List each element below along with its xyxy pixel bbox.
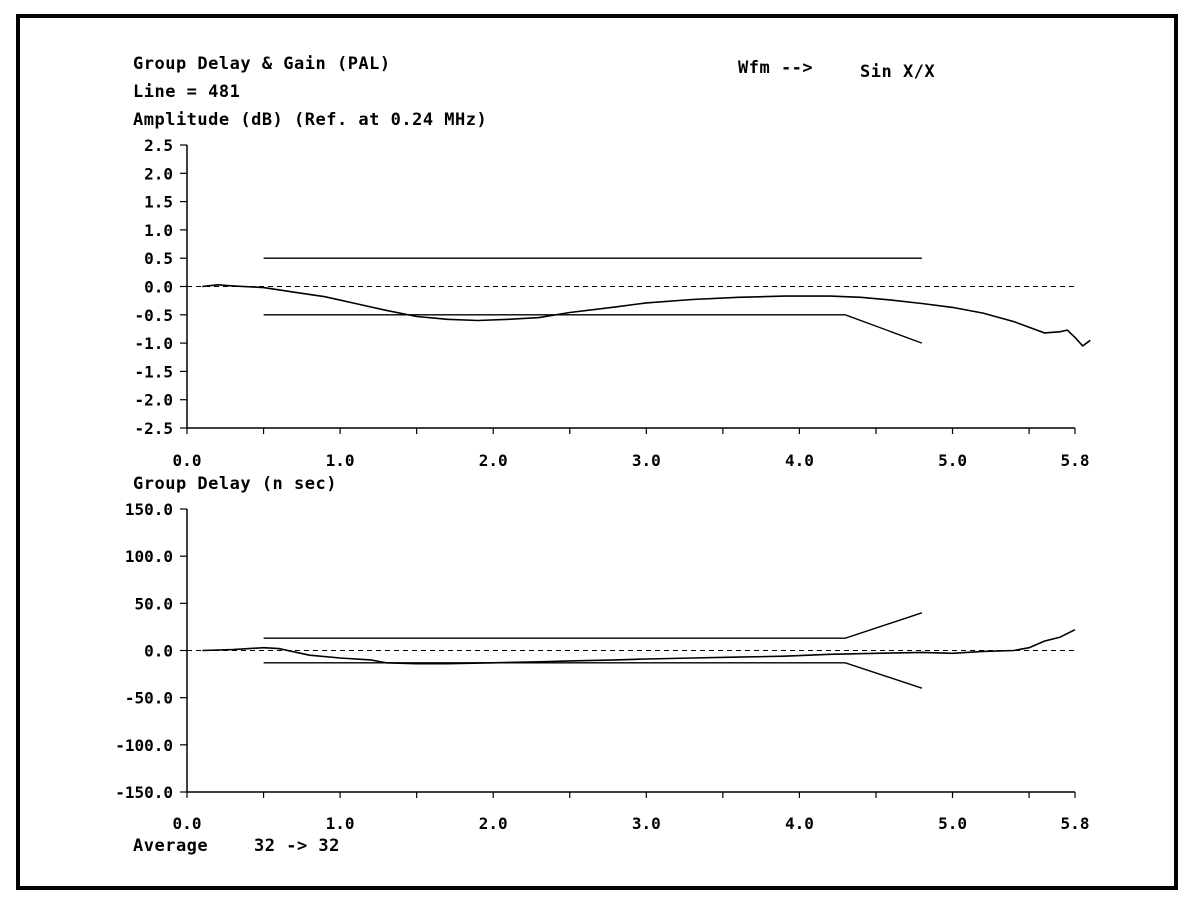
amplitude-y-tick-label: -0.5 (134, 306, 173, 325)
amplitude-axis-title: Amplitude (dB) (Ref. at 0.24 MHz) (133, 110, 488, 130)
amplitude-y-tick-label: 1.5 (144, 193, 173, 212)
amplitude-x-tick-label: 5.0 (938, 451, 967, 470)
average-value: 32 -> 32 (254, 836, 340, 856)
group-delay-y-tick-label: -150.0 (115, 783, 173, 802)
group-delay-x-tick-label: 0.0 (173, 814, 202, 833)
amplitude-y-tick-label: -2.0 (134, 391, 173, 410)
waveform-value: Sin X/X (860, 62, 936, 82)
waveform-label: Wfm --> (738, 58, 814, 78)
amplitude-y-tick-label: -1.5 (134, 362, 173, 381)
figure-frame (16, 14, 1178, 890)
amplitude-x-tick-label: 4.0 (785, 451, 814, 470)
group-delay-measured-line (202, 628, 1076, 665)
amplitude-x-tick-label: 1.0 (326, 451, 355, 470)
amplitude-x-tick-label: 3.0 (632, 451, 661, 470)
group-delay-axis-title: Group Delay (n sec) (133, 474, 337, 494)
amplitude-y-tick-label: 1.0 (144, 221, 173, 240)
group-delay-y-tick-label: 50.0 (134, 594, 173, 613)
group-delay-x-tick-label: 3.0 (632, 814, 661, 833)
group-delay-y-tick-label: 100.0 (125, 547, 173, 566)
average-label: Average (133, 836, 209, 856)
chart-title: Group Delay & Gain (PAL) (133, 54, 391, 74)
amplitude-measured-line (202, 283, 1091, 347)
amplitude-x-tick-label: 2.0 (479, 451, 508, 470)
line-number: Line = 481 (133, 82, 241, 102)
group-delay-x-tick-label: 4.0 (785, 814, 814, 833)
amplitude-lower-limit-line (263, 314, 923, 344)
group-delay-x-tick-label: 1.0 (326, 814, 355, 833)
group-delay-lower-limit-line (263, 662, 923, 689)
group-delay-x-tick-label: 2.0 (479, 814, 508, 833)
amplitude-y-tick-label: 0.0 (144, 278, 173, 297)
group-delay-y-tick-label: -100.0 (115, 736, 173, 755)
amplitude-y-tick-label: 2.0 (144, 164, 173, 183)
amplitude-y-tick-label: -2.5 (134, 419, 173, 438)
group-delay-y-tick-label: -50.0 (125, 689, 173, 708)
amplitude-y-tick-label: -1.0 (134, 334, 173, 353)
amplitude-y-tick-label: 0.5 (144, 249, 173, 268)
amplitude-y-tick-label: 2.5 (144, 136, 173, 155)
group-delay-x-tick-label: 5.8 (1061, 814, 1090, 833)
amplitude-x-tick-label: 0.0 (173, 451, 202, 470)
group-delay-upper-limit-line (263, 612, 923, 639)
amplitude-plot: 2.52.01.51.00.50.0-0.5-1.0-1.5-2.0-2.50.… (134, 136, 1091, 470)
group-delay-y-tick-label: 150.0 (125, 500, 173, 519)
group-delay-y-tick-label: 0.0 (144, 642, 173, 661)
amplitude-x-tick-label: 5.8 (1061, 451, 1090, 470)
group-delay-x-tick-label: 5.0 (938, 814, 967, 833)
